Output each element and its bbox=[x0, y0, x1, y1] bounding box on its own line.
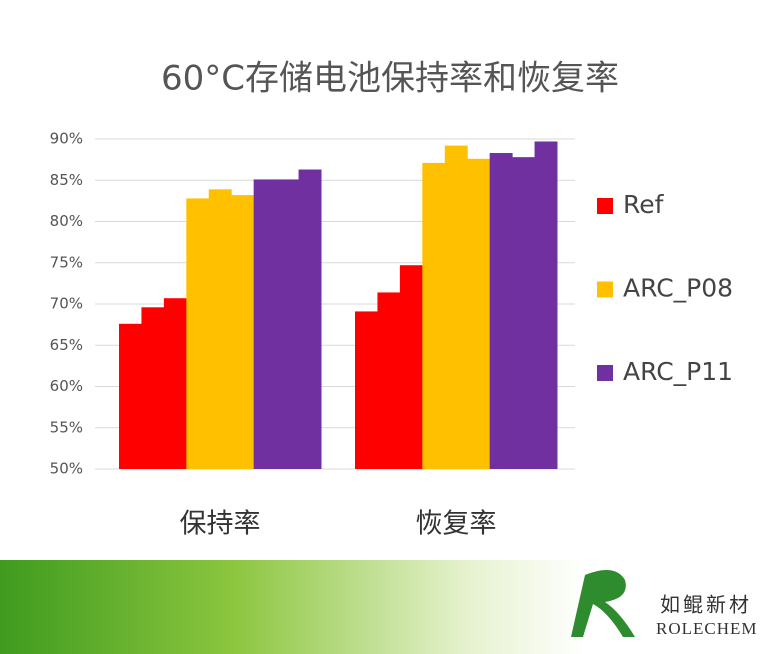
footer-band bbox=[0, 560, 781, 654]
bar bbox=[399, 265, 423, 469]
bar bbox=[208, 189, 232, 469]
y-tick-label: 80% bbox=[50, 212, 83, 230]
legend-label: ARC_P11 bbox=[623, 357, 733, 386]
x-tick-label: 保持率 bbox=[180, 509, 261, 540]
x-tick-label: 恢复率 bbox=[416, 509, 497, 540]
legend-swatch bbox=[597, 198, 613, 214]
chart-title: 60°C存储电池保持率和恢复率 bbox=[161, 59, 619, 99]
bar bbox=[231, 195, 255, 469]
bar bbox=[534, 141, 558, 469]
y-tick-label: 70% bbox=[50, 295, 83, 313]
y-tick-label: 60% bbox=[50, 377, 83, 395]
legend-swatch bbox=[597, 365, 613, 381]
bar bbox=[253, 179, 277, 470]
bar bbox=[377, 292, 401, 469]
y-tick-label: 65% bbox=[50, 336, 83, 354]
bar bbox=[276, 179, 300, 470]
bar bbox=[489, 153, 513, 469]
logo bbox=[571, 570, 635, 637]
y-tick-label: 90% bbox=[50, 130, 83, 148]
y-tick-label: 85% bbox=[50, 171, 83, 189]
brand-en: ROLECHEM bbox=[656, 619, 758, 638]
y-tick-label: 55% bbox=[50, 418, 83, 436]
bar bbox=[467, 158, 491, 470]
bar bbox=[422, 162, 446, 470]
bar bbox=[298, 169, 322, 469]
y-tick-label: 75% bbox=[50, 253, 83, 271]
bar bbox=[163, 298, 187, 469]
bar bbox=[512, 157, 536, 469]
brand-cn: 如鲲新材 bbox=[660, 593, 752, 617]
bar bbox=[186, 198, 210, 469]
legend-label: Ref bbox=[623, 190, 665, 219]
bar bbox=[119, 323, 142, 469]
legend-label: ARC_P08 bbox=[623, 274, 733, 303]
bar bbox=[355, 311, 378, 469]
bar bbox=[444, 145, 468, 469]
y-tick-label: 50% bbox=[50, 460, 83, 478]
bar bbox=[141, 307, 165, 469]
legend-swatch bbox=[597, 281, 613, 298]
